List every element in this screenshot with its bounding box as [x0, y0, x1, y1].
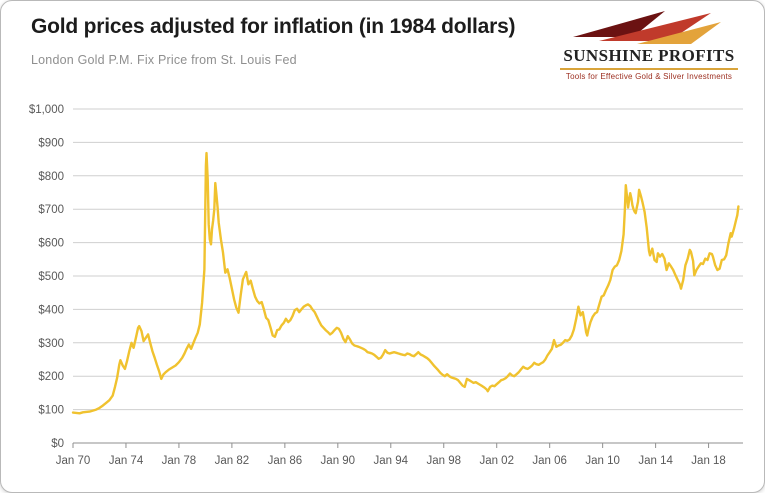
- x-axis-tick-label: Jan 86: [268, 455, 303, 467]
- x-axis-tick-label: Jan 78: [162, 455, 197, 467]
- logo-divider: [560, 68, 738, 70]
- x-axis-tick-label: Jan 02: [479, 455, 514, 467]
- y-axis-tick-label: $500: [38, 271, 64, 283]
- x-axis-tick-label: Jan 18: [691, 455, 726, 467]
- y-axis-tick-label: $800: [38, 171, 64, 183]
- sunshine-profits-logo: SUNSHINE PROFITS Tools for Effective Gol…: [554, 9, 744, 81]
- y-axis-tick-label: $200: [38, 371, 64, 383]
- logo-arrows-icon: [573, 11, 721, 44]
- x-axis-tick-label: Jan 70: [56, 455, 91, 467]
- y-axis-tick-label: $1,000: [29, 104, 64, 116]
- x-axis-tick-label: Jan 90: [321, 455, 356, 467]
- x-axis-tick-label: Jan 94: [374, 455, 409, 467]
- chart-title: Gold prices adjusted for inflation (in 1…: [31, 15, 516, 38]
- x-axis-tick-label: Jan 10: [585, 455, 620, 467]
- y-axis-tick-label: $700: [38, 204, 64, 216]
- chart-header: Gold prices adjusted for inflation (in 1…: [31, 15, 551, 67]
- price-chart: $0 $100 $200 $300 $400 $500 $600 $700 $800 $900 $1…: [29, 104, 743, 467]
- x-axis-tick-label: Jan 98: [426, 455, 461, 467]
- y-axis-tick-label: $400: [38, 304, 64, 316]
- y-axis-tick-label: $900: [38, 137, 64, 149]
- x-axis-tick-label: Jan 06: [532, 455, 567, 467]
- gold-price-line: [71, 151, 740, 415]
- x-axis-tick-label: Jan 74: [109, 455, 144, 467]
- x-axis-tick-label: Jan 82: [215, 455, 250, 467]
- chart-subtitle: London Gold P.M. Fix Price from St. Loui…: [31, 53, 297, 67]
- y-axis-tick-label: $0: [51, 438, 64, 450]
- logo-tagline: Tools for Effective Gold & Silver Invest…: [565, 72, 733, 81]
- logo-name: SUNSHINE PROFITS: [563, 46, 735, 65]
- y-axis-tick-label: $300: [38, 338, 64, 350]
- y-axis-tick-label: $100: [38, 405, 64, 417]
- x-axis-tick-label: Jan 14: [638, 455, 673, 467]
- y-axis-tick-label: $600: [38, 238, 64, 250]
